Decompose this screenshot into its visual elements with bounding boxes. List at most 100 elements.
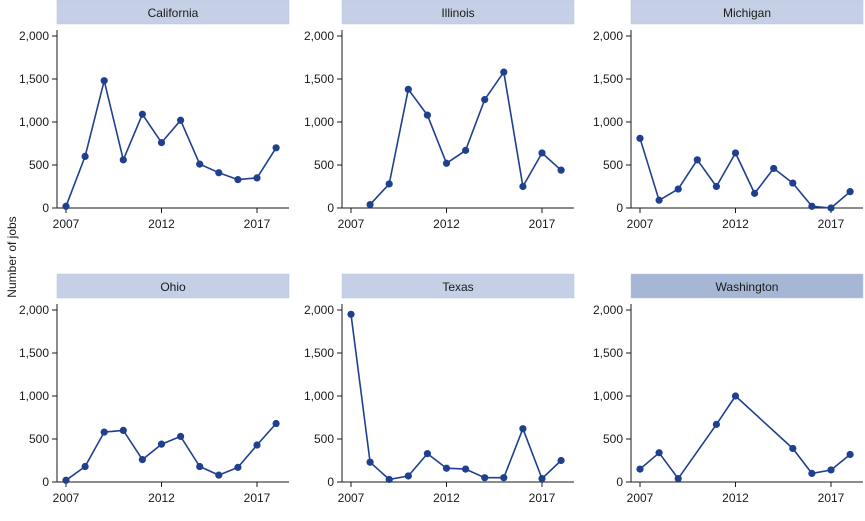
data-point	[404, 85, 412, 93]
data-point	[462, 146, 470, 154]
data-point	[423, 450, 431, 458]
y-tick-label: 1,000	[304, 389, 334, 403]
panel-header	[630, 0, 864, 25]
data-point	[157, 440, 166, 448]
y-tick-label: 2,000	[304, 29, 334, 43]
data-point	[366, 200, 374, 209]
y-tick-label: 2,000	[304, 303, 334, 317]
y-tick-label: 1,000	[593, 389, 623, 403]
y-tick-label: 1,500	[19, 72, 49, 86]
x-tick-label: 2007	[53, 217, 80, 231]
data-point	[827, 466, 835, 474]
data-point	[234, 463, 242, 471]
data-point	[770, 164, 778, 173]
y-tick-label: 1,500	[19, 346, 49, 360]
y-tick-label: 500	[314, 432, 334, 446]
data-point	[655, 449, 663, 457]
data-point	[538, 149, 546, 157]
data-point	[808, 469, 816, 477]
panel-header	[630, 273, 864, 299]
panel-header	[341, 0, 575, 25]
x-tick-label: 2007	[627, 491, 654, 505]
y-tick-label: 0	[327, 201, 334, 215]
x-tick-label: 2017	[818, 217, 845, 231]
y-tick-label: 2,000	[593, 303, 623, 317]
panel-texas: Texas 0 500 1,000 1,500 2,000 2007 2012 2017	[304, 273, 575, 505]
y-tick-label: 500	[29, 158, 49, 172]
data-point	[789, 444, 797, 453]
x-tick-label: 2007	[338, 491, 365, 505]
data-point	[557, 456, 565, 465]
data-point	[253, 174, 261, 182]
y-tick-label: 2,000	[593, 29, 623, 43]
panel-california: California 0 500 1,000 1,500 2,000 2007 2012 201…	[19, 0, 290, 231]
data-point	[557, 166, 565, 174]
y-tick-label: 1,500	[304, 72, 334, 86]
data-point	[519, 425, 527, 433]
data-point	[731, 149, 740, 157]
y-tick-label: 1,000	[19, 389, 49, 403]
data-point	[636, 465, 644, 473]
data-point	[138, 456, 146, 464]
data-point	[655, 196, 663, 204]
y-axis-title: Number of jobs	[5, 216, 19, 298]
series-line	[639, 395, 851, 480]
y-tick-label: 500	[603, 158, 623, 172]
x-tick-label: 2017	[529, 491, 556, 505]
data-point	[846, 450, 854, 459]
data-point	[272, 419, 280, 428]
data-point	[215, 169, 223, 177]
series-line	[65, 79, 277, 207]
y-tick-label: 1,000	[304, 115, 334, 129]
data-point	[519, 182, 527, 191]
data-point	[827, 204, 835, 212]
x-tick-label: 2017	[244, 217, 271, 231]
data-point	[272, 144, 280, 152]
data-point	[138, 110, 146, 118]
panel-header	[56, 0, 290, 25]
data-point	[481, 96, 489, 104]
y-tick-label: 1,500	[304, 346, 334, 360]
x-tick-label: 2007	[53, 491, 80, 505]
data-point	[157, 139, 166, 147]
x-tick-label: 2012	[148, 217, 175, 231]
series-line	[65, 422, 277, 481]
x-tick-label: 2012	[722, 217, 749, 231]
panel-title: Washington	[716, 280, 779, 294]
data-point	[500, 474, 508, 482]
panel-washington: Washington 0 500 1,000 1,500 2,000 2007 2012 201…	[593, 273, 864, 505]
x-tick-label: 2012	[148, 491, 175, 505]
data-point	[253, 441, 261, 449]
data-point	[81, 462, 89, 471]
data-point	[347, 310, 355, 318]
series-line	[639, 138, 851, 209]
y-tick-label: 1,000	[19, 115, 49, 129]
data-point	[423, 111, 431, 119]
data-point	[177, 116, 185, 124]
x-tick-label: 2017	[529, 217, 556, 231]
x-tick-label: 2007	[627, 217, 654, 231]
y-tick-label: 0	[327, 475, 334, 489]
panel-header	[56, 273, 290, 299]
data-point	[808, 202, 816, 210]
y-tick-label: 500	[603, 432, 623, 446]
data-point	[674, 185, 682, 193]
data-point	[789, 179, 797, 187]
y-tick-label: 2,000	[19, 303, 49, 317]
y-tick-label: 0	[616, 201, 623, 215]
y-tick-label: 500	[314, 158, 334, 172]
x-tick-label: 2012	[433, 217, 460, 231]
panel-title: Texas	[442, 280, 473, 294]
series-line	[369, 71, 562, 206]
panel-illinois: Illinois 0 500 1,000 1,500 2,000 2007 2012 2017	[304, 0, 575, 231]
data-point	[462, 465, 470, 473]
data-point	[442, 159, 451, 167]
data-point	[81, 152, 89, 160]
data-point	[100, 77, 108, 85]
data-point	[731, 392, 740, 400]
panel-title: Ohio	[160, 280, 186, 294]
x-tick-label: 2017	[244, 491, 271, 505]
data-point	[62, 202, 70, 210]
data-point	[538, 474, 546, 483]
